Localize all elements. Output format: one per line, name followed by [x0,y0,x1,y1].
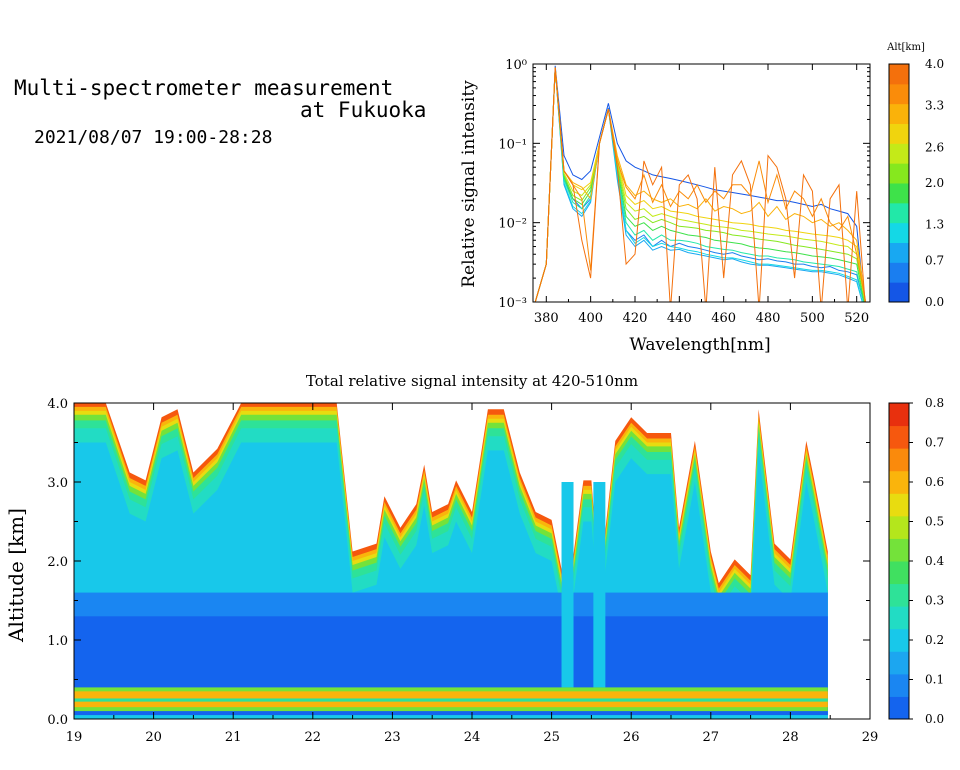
altitude-colorbar-label: 0.7 [925,253,944,267]
heatmap-dip-1 [593,482,606,688]
altitude-colorbar-bin [889,83,909,105]
spectrum-x-tick-label: 480 [756,311,781,326]
spectrum-series-5 [534,67,865,302]
spectrum-series-2 [534,67,863,302]
altitude-colorbar-frame [888,63,910,303]
altitude-colorbar-title: Alt[km] [886,42,925,53]
spectrum-x-tick-label: 380 [534,311,559,326]
intensity-colorbar-label: 0.2 [925,633,944,647]
altitude-colorbar-bin [889,183,909,204]
intensity-colorbar-label: 0.7 [925,436,944,450]
spectrum-series-3 [534,67,863,302]
heatmap-axes: 19 20 21 22 23 24 25 26 27 28 29 0.0 1.0 2.0 3.0 4.0 [47,397,878,745]
heatmap-y-tick-label: 3.0 [47,476,68,491]
intensity-colorbar-bin [889,606,909,630]
intensity-colorbar-bin [889,470,909,494]
altitude-colorbar-bin [889,242,909,263]
altitude-colorbar-bin [889,64,909,85]
intensity-colorbar-label: 0.5 [925,515,944,529]
altitude-colorbar-label: 0.0 [925,295,944,309]
intensity-colorbar-label: 0.8 [925,396,944,410]
altitude-colorbar-bin [889,202,909,224]
spectrum-series-8 [534,67,867,302]
spectrum-y-tick-label: 10⁰ [505,58,527,73]
spectrum-series-9 [534,67,867,302]
altitude-colorbar-bin [889,163,909,184]
heatmap-dip-0 [561,482,574,688]
intensity-colorbar-bin [889,403,909,427]
heatmap-y-tick-label: 1.0 [47,634,68,649]
altitude-colorbar-bin [889,143,909,164]
spectrum-y-tick-label: 10⁻¹ [498,137,527,152]
altitude-colorbar-label: 2.0 [925,176,944,190]
heatmap-x-tick-label: 29 [862,730,879,745]
altitude-colorbar-bin [889,282,909,303]
heatmap-x-tick-label: 24 [464,730,481,745]
heatmap-x-tick-label: 27 [703,730,720,745]
spectrum-plot-frame [532,63,871,303]
spectrum-y-tick-label: 10⁻³ [498,296,527,311]
intensity-colorbar-label: 0.1 [925,673,944,687]
intensity-colorbar-bin [889,493,909,517]
spectrum-x-tick-label: 420 [623,311,648,326]
intensity-colorbar-bin [889,628,909,652]
heatmap-x-tick-label: 22 [305,730,322,745]
spectrum-x-tick-label: 520 [844,311,869,326]
intensity-colorbar-bin [889,651,909,675]
measurement-datetime: 2021/08/07 19:00-28:28 [34,127,273,148]
intensity-colorbar-label: 0.0 [925,712,944,726]
intensity-colorbar-label: 0.4 [925,554,944,568]
altitude-colorbar-bin [889,123,909,144]
spectrum-x-tick-label: 400 [578,311,603,326]
heatmap-y-tick-label: 2.0 [47,555,68,570]
intensity-heatmap-chart: Total relative signal intensity at 420-5… [4,372,944,745]
spectrum-x-tick-label: 460 [711,311,736,326]
heatmap-title: Total relative signal intensity at 420-5… [306,372,638,390]
altitude-colorbar-label: 4.0 [925,57,944,71]
intensity-colorbar-bin [889,696,909,720]
heatmap-cells [74,403,828,719]
altitude-colorbar-bin [889,103,909,124]
altitude-colorbar-label: 2.6 [925,140,944,154]
spectrum-axes: 380 400 420 440 460 480 500 520 10⁻³ 10⁻² 10⁻¹ 10⁰ [498,58,870,326]
intensity-colorbar-label: 0.6 [925,475,944,489]
altitude-colorbar-bin [889,262,909,283]
intensity-colorbar-bin [889,448,909,472]
heatmap-x-tick-label: 28 [782,730,799,745]
intensity-colorbar-bin [889,673,909,697]
spectrum-y-tick-label: 10⁻² [498,217,527,232]
heatmap-y-label: Altitude [km] [4,508,28,643]
intensity-colorbar-bin [889,561,909,585]
surface-band-center [74,698,828,702]
heatmap-x-tick-label: 19 [66,730,83,745]
spectrum-y-label: Relative signal intensity [459,80,479,288]
intensity-colorbar-bin [889,538,909,562]
heatmap-x-tick-label: 26 [623,730,640,745]
intensity-colorbar-bin [889,425,909,449]
spectrum-series-0 [534,65,865,302]
altitude-colorbar-label: 3.3 [925,99,944,113]
intensity-colorbar: 0.8 0.7 0.6 0.5 0.4 0.3 0.2 0.1 0.0 [888,396,944,726]
intensity-colorbar-bin [889,583,909,607]
spectrum-x-tick-label: 500 [800,311,825,326]
heatmap-y-tick-label: 4.0 [47,397,68,412]
spectrum-x-label: Wavelength[nm] [629,335,770,355]
figure-title-line1: Multi-spectrometer measurement [14,76,394,100]
altitude-colorbar-bin [889,222,909,243]
altitude-colorbar: 4.0 3.3 2.6 2.0 1.3 0.7 0.0 [888,57,944,309]
heatmap-x-tick-label: 20 [145,730,162,745]
spectrum-series-group [534,65,867,302]
altitude-colorbar-label: 1.3 [925,218,944,232]
intensity-colorbar-label: 0.3 [925,594,944,608]
heatmap-x-tick-label: 23 [384,730,401,745]
figure-title-line2: at Fukuoka [300,98,427,122]
spectrum-series-11 [534,67,866,302]
intensity-colorbar-bin [889,515,909,539]
spectrum-x-tick-label: 440 [667,311,692,326]
heatmap-y-tick-label: 0.0 [47,713,68,728]
heatmap-x-tick-label: 21 [225,730,242,745]
heatmap-x-tick-label: 25 [543,730,560,745]
spectrum-chart: 380 400 420 440 460 480 500 52010⁻³10⁻²10⁻¹10⁰ … [459,42,944,355]
